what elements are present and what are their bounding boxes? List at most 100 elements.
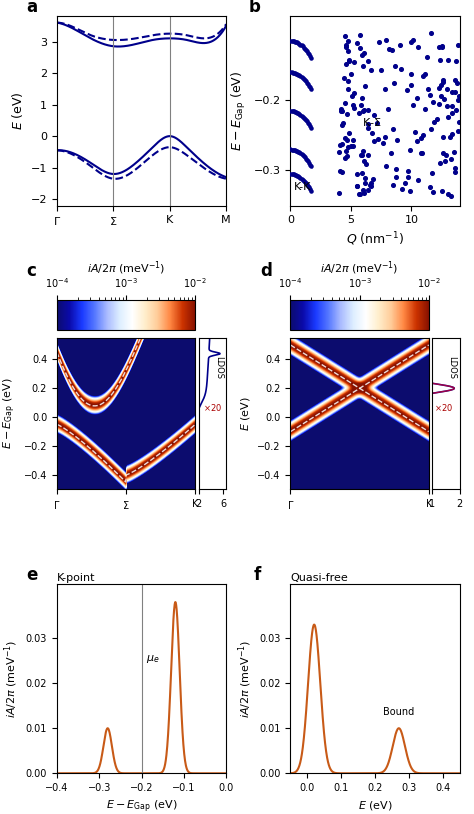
Point (373, 116, 381, 129)
Point (437, 53, 444, 66)
Point (292, 106, 300, 119)
Point (307, 120, 314, 133)
Point (344, 140, 352, 153)
Point (379, 137, 387, 150)
Point (413, 134, 421, 147)
Point (359, 184, 366, 197)
Point (439, 76, 447, 89)
Point (398, 182, 405, 195)
Point (301, 42, 309, 55)
Point (389, 123, 396, 136)
Point (427, 181, 434, 194)
Point (421, 103, 429, 116)
Text: K-$\Sigma$: K-$\Sigma$ (362, 116, 381, 128)
Point (343, 145, 350, 158)
Point (392, 170, 400, 183)
Point (360, 104, 368, 117)
Point (353, 37, 361, 50)
Point (398, 62, 405, 75)
Point (427, 26, 434, 39)
Point (408, 36, 415, 49)
Point (349, 140, 357, 153)
Point (298, 39, 305, 52)
Point (375, 35, 383, 48)
Point (368, 177, 375, 190)
Point (358, 167, 366, 180)
Point (289, 168, 297, 181)
Point (440, 93, 448, 106)
Point (308, 184, 315, 197)
Point (297, 171, 304, 184)
Point (301, 175, 309, 188)
Point (348, 90, 356, 103)
Point (347, 139, 355, 152)
Point (287, 168, 294, 181)
Point (295, 146, 303, 159)
Point (295, 37, 303, 50)
Point (344, 107, 351, 120)
Point (291, 67, 299, 80)
Point (295, 69, 303, 82)
Point (404, 170, 411, 183)
Point (439, 73, 447, 86)
Point (349, 98, 357, 111)
Point (359, 104, 367, 117)
Point (423, 50, 430, 63)
Point (305, 118, 313, 131)
Point (298, 172, 305, 185)
Point (429, 186, 437, 199)
Point (293, 169, 301, 182)
Point (438, 41, 446, 54)
Point (350, 87, 358, 100)
Point (419, 70, 427, 83)
Point (350, 102, 357, 115)
Point (368, 126, 376, 139)
Point (349, 133, 357, 147)
Point (297, 38, 304, 51)
Point (303, 45, 311, 58)
Point (445, 54, 452, 67)
Point (305, 181, 313, 194)
Point (403, 83, 410, 96)
Point (394, 133, 401, 147)
Point (406, 185, 413, 198)
Point (448, 85, 456, 98)
Point (448, 128, 456, 141)
Point (290, 35, 298, 48)
Point (404, 164, 411, 177)
Point (369, 173, 377, 186)
Point (304, 78, 312, 91)
Point (426, 89, 433, 102)
Point (381, 130, 389, 143)
Point (374, 133, 382, 146)
Point (453, 77, 461, 90)
Point (359, 144, 366, 157)
Point (287, 104, 294, 117)
Point (430, 116, 438, 129)
Point (435, 81, 442, 94)
Text: Bound: Bound (383, 707, 414, 716)
Point (300, 150, 308, 163)
Point (417, 132, 425, 145)
Point (384, 103, 392, 116)
Point (287, 34, 294, 47)
Y-axis label: $E$ (eV): $E$ (eV) (239, 396, 252, 431)
Point (364, 103, 372, 116)
Point (301, 151, 309, 164)
Point (341, 97, 348, 110)
Point (359, 92, 366, 105)
Point (419, 129, 427, 142)
Y-axis label: $E$ (eV): $E$ (eV) (10, 91, 25, 130)
Point (414, 41, 422, 54)
Point (343, 149, 351, 162)
Point (421, 68, 429, 81)
Point (450, 146, 458, 159)
Point (415, 173, 422, 186)
Point (454, 94, 462, 107)
X-axis label: $Q$ (nm$^{-1}$): $Q$ (nm$^{-1}$) (346, 231, 404, 248)
Point (338, 105, 346, 118)
Point (294, 145, 302, 158)
Point (370, 109, 378, 122)
Text: f: f (253, 567, 261, 584)
Point (299, 110, 306, 123)
